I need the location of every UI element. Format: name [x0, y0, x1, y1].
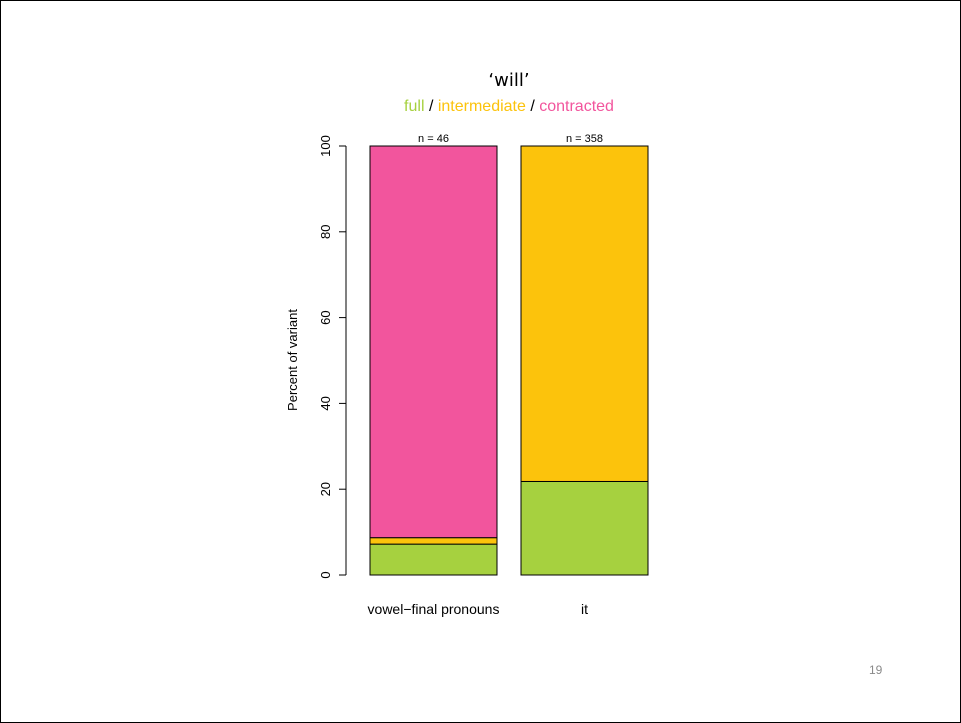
y-tick-label: 100 [318, 135, 333, 157]
subtitle-part-4: contracted [539, 98, 614, 115]
bar-segment-intermediate-1 [520, 145, 649, 482]
page-number: 19 [869, 663, 883, 677]
y-tick-label: 40 [318, 396, 333, 410]
bar-count-label: n = 46 [418, 133, 449, 145]
y-tick-label: 0 [318, 571, 333, 578]
chart-subtitle: full / intermediate / contracted [404, 98, 614, 115]
subtitle-part-2: intermediate [438, 98, 526, 115]
bar-segment-contracted-0 [369, 145, 498, 539]
y-tick-label: 60 [318, 310, 333, 324]
y-tick-label: 80 [318, 225, 333, 239]
x-category-label: vowel−final pronouns [368, 601, 500, 617]
y-axis: 0 20 40 60 80 100 [318, 135, 347, 579]
subtitle-part-1: / [425, 98, 438, 115]
subtitle-part-0: full [404, 98, 424, 115]
y-axis-label: Percent of variant [285, 309, 300, 411]
bar-labels: n = 46 vowel−final pronouns n = 358 it [368, 133, 603, 617]
bars [369, 145, 649, 576]
bar-count-label: n = 358 [566, 133, 603, 145]
chart-title: ‘will’ [488, 70, 529, 91]
y-tick-label: 20 [318, 482, 333, 496]
subtitle-part-3: / [526, 98, 539, 115]
bar-segment-full-1 [520, 480, 649, 576]
bar-segment-full-0 [369, 543, 498, 576]
bar-segment-intermediate-0 [369, 537, 498, 545]
x-category-label: it [581, 601, 588, 617]
